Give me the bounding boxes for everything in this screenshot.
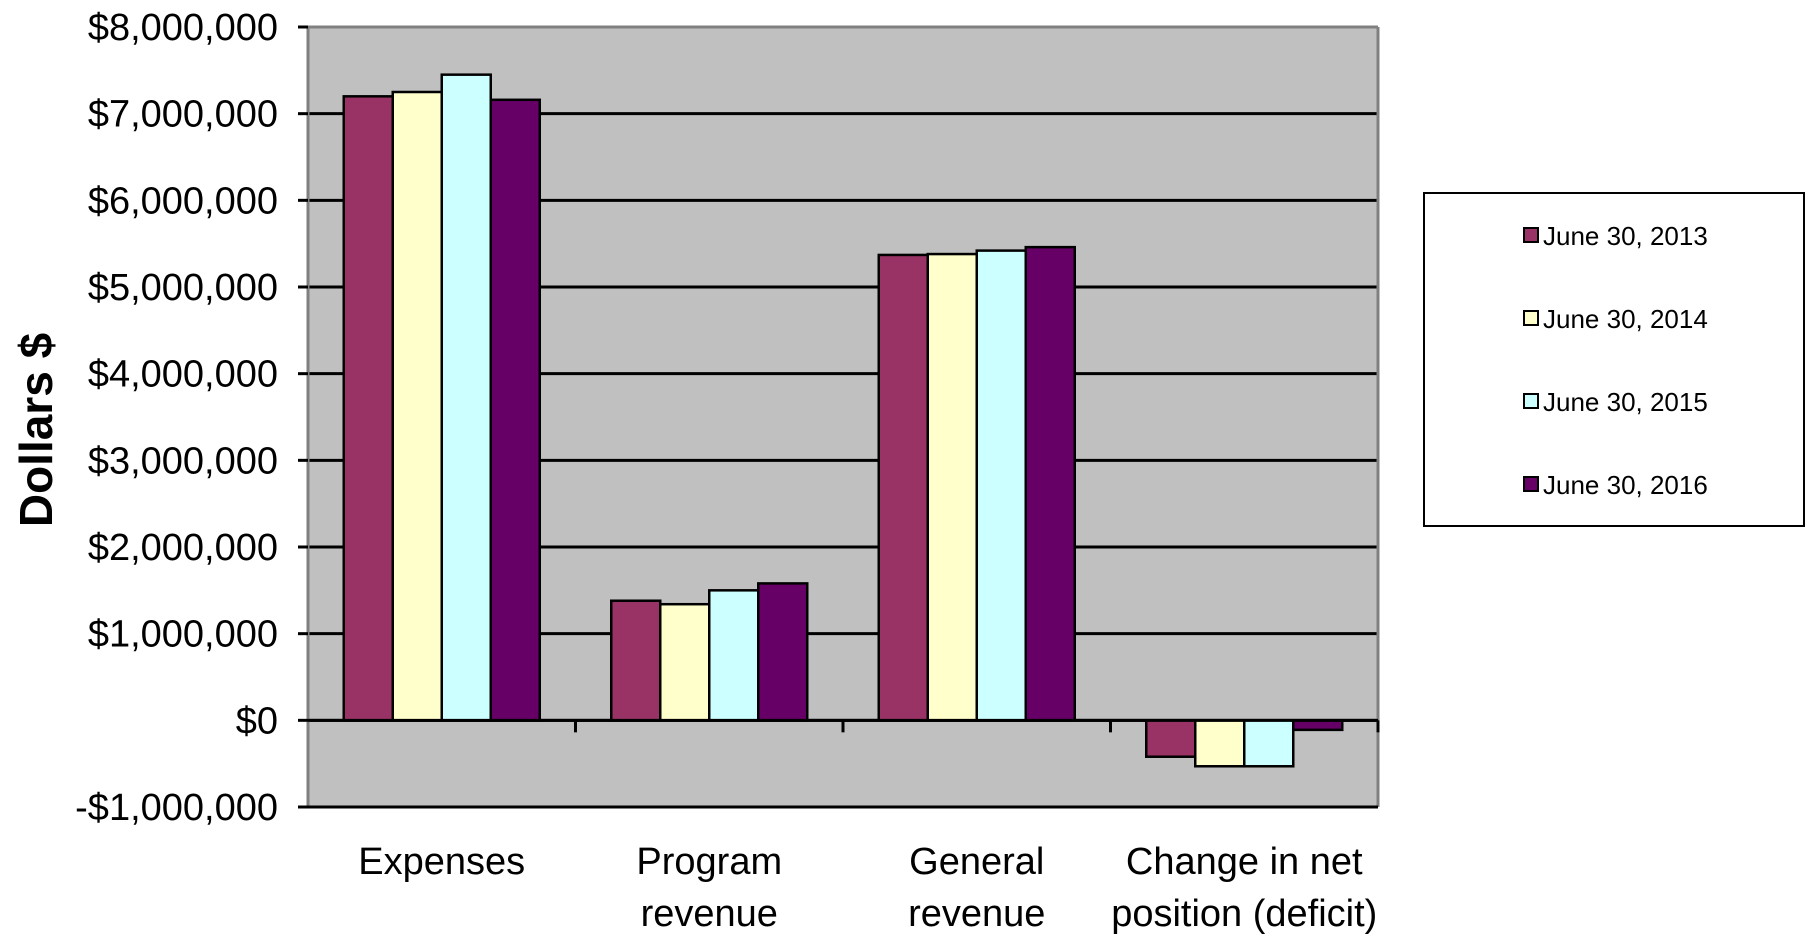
legend: June 30, 2013 June 30, 2014 June 30, 2015 J…: [1424, 193, 1804, 526]
bar: [1146, 720, 1195, 756]
bar: [1026, 247, 1075, 720]
bar: [491, 100, 540, 721]
x-category-label: position (deficit): [1111, 893, 1377, 935]
x-category-label: Change in net: [1126, 841, 1363, 883]
bar: [1195, 720, 1244, 766]
bar: [928, 254, 977, 720]
x-category-label: Expenses: [358, 841, 525, 883]
y-tick-label: $6,000,000: [88, 180, 278, 222]
legend-swatch: [1524, 228, 1538, 242]
legend-swatch: [1524, 394, 1538, 408]
y-tick-label: $1,000,000: [88, 614, 278, 656]
x-category-labels: Expenses Program revenue General revenue Chan…: [358, 841, 1377, 935]
bar: [977, 251, 1026, 721]
bar: [442, 75, 491, 721]
bar: [344, 96, 393, 720]
x-category-label: revenue: [908, 893, 1045, 935]
bar: [709, 590, 758, 720]
legend-label: June 30, 2014: [1543, 304, 1708, 334]
y-tick-label: $8,000,000: [88, 7, 278, 49]
y-tick-label: $3,000,000: [88, 440, 278, 482]
bar: [758, 583, 807, 720]
legend-swatch: [1524, 477, 1538, 491]
y-tick-label: $2,000,000: [88, 527, 278, 569]
bar: [879, 255, 928, 720]
legend-swatch: [1524, 311, 1538, 325]
legend-label: June 30, 2016: [1543, 470, 1708, 500]
y-tick-label: -$1,000,000: [75, 787, 278, 829]
y-tick-label: $0: [236, 700, 278, 742]
y-tick-label: $7,000,000: [88, 94, 278, 136]
bar: [660, 604, 709, 720]
bar: [393, 92, 442, 720]
y-tick-labels: -$1,000,000 $0 $1,000,000 $2,000,000 $3,000,…: [75, 7, 278, 829]
bar: [611, 601, 660, 721]
x-category-label: revenue: [641, 893, 778, 935]
legend-label: June 30, 2013: [1543, 221, 1708, 251]
x-category-label: General: [909, 841, 1044, 883]
y-axis-label: Dollars $: [10, 333, 62, 527]
y-tick-label: $4,000,000: [88, 354, 278, 396]
y-tick-label: $5,000,000: [88, 267, 278, 309]
bar: [1244, 720, 1293, 766]
legend-label: June 30, 2015: [1543, 387, 1708, 417]
x-category-label: Program: [636, 841, 782, 883]
